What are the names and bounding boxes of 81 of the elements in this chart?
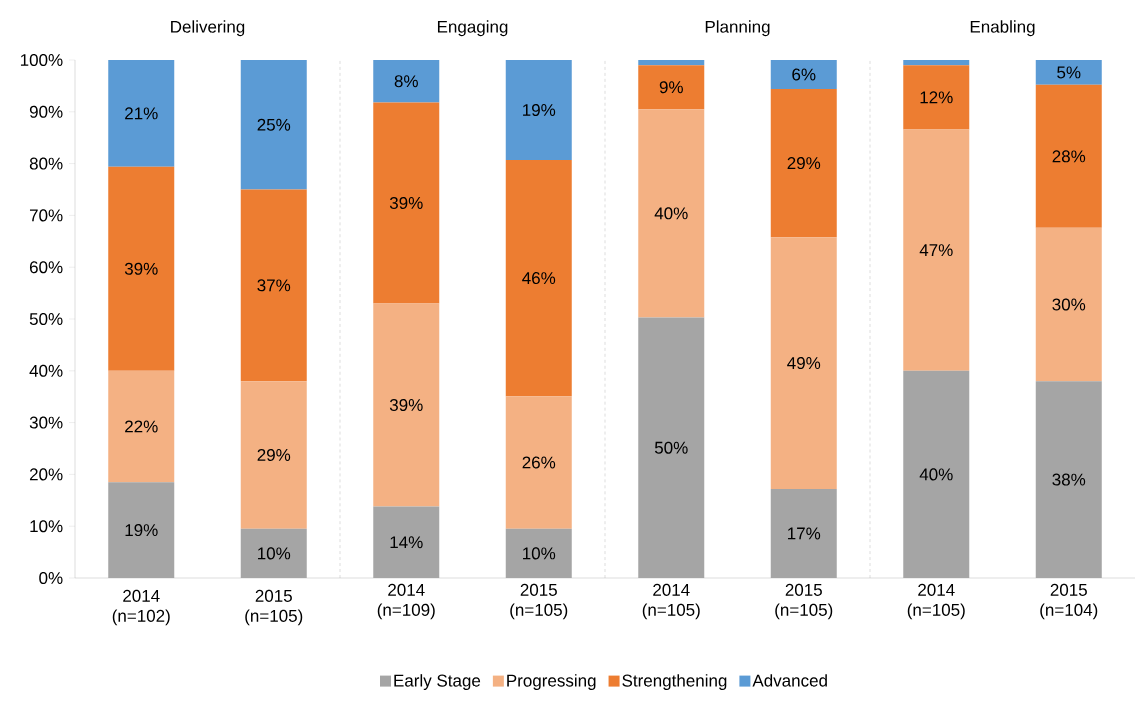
data-label: 39%	[124, 262, 158, 275]
data-label: 10%	[258, 547, 291, 560]
data-label: 37%	[257, 279, 291, 292]
bar	[240, 59, 307, 190]
bar	[903, 129, 970, 371]
y-tick-label: 70%	[29, 209, 63, 222]
data-label: 6%	[792, 68, 816, 81]
data-label: 46%	[522, 272, 556, 285]
y-tick-label: 10%	[30, 520, 63, 533]
bar	[505, 396, 572, 529]
data-label: 29%	[787, 157, 821, 170]
x-tick-label: 2015 (n=105)	[775, 583, 833, 620]
bar	[108, 59, 175, 167]
x-tick-label: 2014 (n=102)	[112, 589, 170, 626]
bar	[505, 159, 572, 397]
legend-label: Strengthening	[622, 674, 727, 691]
y-tick-label: 40%	[29, 364, 63, 377]
data-label: 40%	[654, 207, 688, 220]
data-label: 5%	[1057, 66, 1081, 79]
bar	[240, 381, 307, 529]
data-label: 14%	[390, 536, 423, 549]
data-label: 40%	[919, 468, 953, 481]
data-label: 25%	[257, 118, 291, 131]
x-tick-label: 2014 (n=105)	[642, 583, 700, 620]
data-label: 29%	[257, 448, 291, 461]
y-tick-label: 50%	[29, 312, 63, 326]
bar	[1035, 59, 1102, 85]
bar	[373, 102, 440, 304]
x-tick-label: 2015 (n=105)	[245, 589, 303, 626]
bar	[505, 59, 572, 160]
chart-title: Delivering	[171, 20, 245, 37]
y-tick-label: 30%	[29, 416, 63, 429]
y-tick-label: 0%	[39, 571, 63, 585]
x-tick-label: 2015 (n=104)	[1040, 583, 1098, 620]
data-label: 28%	[1052, 150, 1086, 163]
data-label: 10%	[523, 547, 556, 560]
data-label: 17%	[788, 527, 821, 540]
bar	[638, 65, 705, 110]
bar	[903, 65, 970, 130]
data-label: 19%	[523, 103, 556, 116]
legend-label: Advanced	[752, 674, 827, 687]
bar	[240, 189, 307, 382]
y-tick-label: 60%	[29, 261, 63, 274]
bar	[1035, 227, 1102, 382]
x-tick-label: 2014 (n=109)	[377, 583, 435, 620]
bar	[770, 59, 837, 89]
data-label: 26%	[522, 456, 556, 469]
bar	[108, 370, 175, 483]
data-label: 21%	[125, 107, 158, 120]
data-label: 49%	[787, 357, 821, 370]
y-tick-label: 100%	[20, 53, 63, 67]
bar	[1035, 84, 1102, 228]
data-label: 39%	[389, 398, 423, 412]
bar	[108, 166, 175, 371]
data-label: 50%	[654, 441, 688, 454]
legend-label: Early Stage	[394, 674, 481, 691]
data-label: 22%	[125, 420, 158, 433]
bar	[903, 59, 970, 66]
bar	[638, 109, 705, 318]
bar	[373, 59, 440, 103]
bar	[373, 303, 440, 507]
x-tick-label: 2014 (n=105)	[907, 583, 965, 620]
y-tick-label: 80%	[29, 157, 63, 170]
bar	[638, 59, 705, 66]
chart-title: Enabling	[970, 20, 1035, 37]
data-label: 12%	[920, 91, 953, 104]
data-label: 39%	[389, 196, 423, 209]
y-tick-label: 90%	[29, 105, 63, 118]
bar	[770, 237, 837, 489]
legend-label: Progressing	[507, 674, 596, 691]
bar	[770, 89, 837, 238]
data-label: 38%	[1052, 473, 1086, 486]
chart-title: Engaging	[437, 20, 508, 37]
chart-title: Planning	[705, 20, 770, 37]
data-label: 30%	[1052, 298, 1086, 311]
y-tick-label: 20%	[29, 468, 63, 481]
data-label: 8%	[394, 75, 418, 88]
data-label: 19%	[125, 524, 158, 537]
data-label: 47%	[919, 244, 953, 257]
data-label: 9%	[659, 81, 683, 94]
x-tick-label: 2015 (n=105)	[510, 583, 568, 620]
